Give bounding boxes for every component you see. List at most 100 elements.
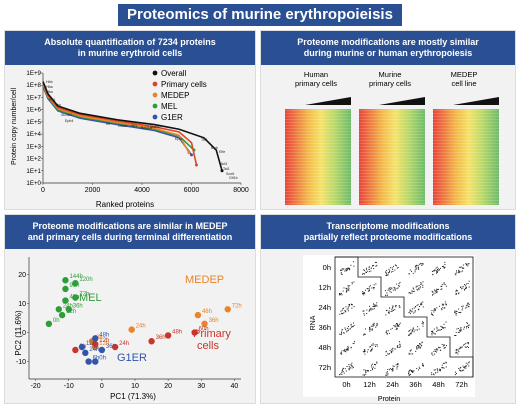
panel-title-line2: partially reflect proteome modifications <box>303 232 473 242</box>
pca-point-label: 36h <box>209 318 219 324</box>
scatter-cell <box>408 281 424 294</box>
scatter-dot <box>339 333 341 335</box>
scatter-dot <box>422 363 424 365</box>
scatter-dot <box>399 306 401 308</box>
pca-point-mel <box>62 277 69 284</box>
scatter-dot <box>422 301 424 303</box>
scatter-dot <box>456 313 458 315</box>
scatter-dot <box>408 273 410 275</box>
scatter-dot <box>369 305 371 307</box>
scatter-dot <box>412 353 414 355</box>
scatter-dot <box>435 289 437 291</box>
scatter-dot <box>441 364 443 366</box>
chart1-series-end-point <box>187 151 191 155</box>
scatter-cell <box>340 261 355 276</box>
scatter-dot <box>438 288 440 290</box>
scatter-dot <box>441 326 443 328</box>
scatter-dot <box>459 346 461 348</box>
scatter-dot <box>343 268 345 270</box>
scatter-dot <box>376 305 378 307</box>
scatter-dot <box>432 270 434 272</box>
scatter-dot <box>394 269 396 271</box>
scatter-dot <box>374 367 376 369</box>
scatter-dot <box>419 287 421 289</box>
scatter-dot <box>387 369 389 371</box>
scatter-dot <box>462 307 464 309</box>
scatter-dot <box>410 313 412 315</box>
chart1-series-primary-cells <box>42 82 198 166</box>
scatter-dot <box>439 269 441 271</box>
scatter-dot <box>389 307 391 309</box>
scatter-dot <box>385 295 387 296</box>
pca-point-label: 12h <box>86 341 96 347</box>
pca-point-primary <box>92 340 99 348</box>
scatter-dot <box>390 287 392 289</box>
scatter-dot <box>467 325 469 327</box>
scatter-dot <box>372 363 374 365</box>
scatter-dot <box>353 261 355 263</box>
scatter-dot <box>347 348 349 350</box>
scatter-dot <box>460 286 462 288</box>
scatter-dot <box>463 284 465 286</box>
heatmap-label-line1: Murine <box>379 70 402 79</box>
panel-title-line2: in murine erythroid cells <box>77 48 183 58</box>
scatter-dot <box>443 307 445 309</box>
scatter-dot <box>350 323 352 325</box>
scatter-dot <box>431 330 433 332</box>
chart1-ytick-label: 1E+2 <box>26 156 41 163</box>
scatter-dot <box>386 309 388 311</box>
chart1-legend-label: Overall <box>161 69 187 78</box>
chart1-series-end-point <box>194 163 198 167</box>
pca-point-label: 72h <box>232 303 242 309</box>
scatter-dot <box>442 307 444 309</box>
scatter-dot <box>460 330 462 332</box>
pca-point-label: 72h <box>79 292 89 298</box>
chart1-ytick-label: 1E+6 <box>26 107 41 114</box>
scatter-dot <box>458 269 460 271</box>
scatter-dot <box>369 309 371 311</box>
scatter-dot <box>410 370 412 372</box>
scatter-dot <box>347 289 349 291</box>
pca-label-primary-1: Primary <box>193 328 231 340</box>
scatter-dot <box>436 368 438 370</box>
pca-xtick-label: 20 <box>164 383 172 390</box>
scatter-dot <box>364 292 366 294</box>
scatter-dot <box>465 342 467 344</box>
scatter-dot <box>468 362 470 364</box>
pca-xtick-label: 0 <box>100 383 104 390</box>
scatter-dot <box>396 323 398 325</box>
panel-header: Transcriptome modifications partially ref… <box>261 215 515 249</box>
scatter-dot <box>342 313 344 315</box>
scatter-dot <box>370 307 372 309</box>
scatter-dot <box>374 261 376 263</box>
scatter-dot <box>459 329 461 331</box>
scatter-dot <box>372 308 374 310</box>
scatter-dot <box>455 293 457 295</box>
scatter-dot <box>396 267 398 269</box>
scatter-dot <box>368 290 370 292</box>
scatter-dot <box>363 349 365 351</box>
chart1-legend-marker <box>152 92 158 98</box>
pca-point-label: 6h <box>93 356 100 362</box>
chart1-protein-label: Hba <box>46 90 53 94</box>
scatter-dot <box>441 266 443 268</box>
pca-point-label: 48h <box>69 295 79 301</box>
pca-point-label: 144h <box>69 274 82 280</box>
scatter-dot <box>412 327 414 329</box>
scatter-dot <box>345 287 347 289</box>
scatter-dot <box>432 273 434 275</box>
scatter-dot <box>344 270 346 272</box>
scatter-dot <box>445 362 447 364</box>
scatter-dot <box>433 328 435 330</box>
scatter-dot <box>392 268 394 270</box>
scatter-dot <box>365 373 367 375</box>
scatter-dot <box>463 267 465 269</box>
pca-point-label: 12h <box>99 341 109 347</box>
scatter-dot <box>422 281 424 283</box>
scatter-dot <box>431 374 433 376</box>
scatter-dot <box>391 351 393 353</box>
scatter-dot <box>366 267 368 269</box>
scatter-dot <box>467 302 469 304</box>
scatter-dot <box>457 293 459 295</box>
scatter-dot <box>458 368 460 370</box>
